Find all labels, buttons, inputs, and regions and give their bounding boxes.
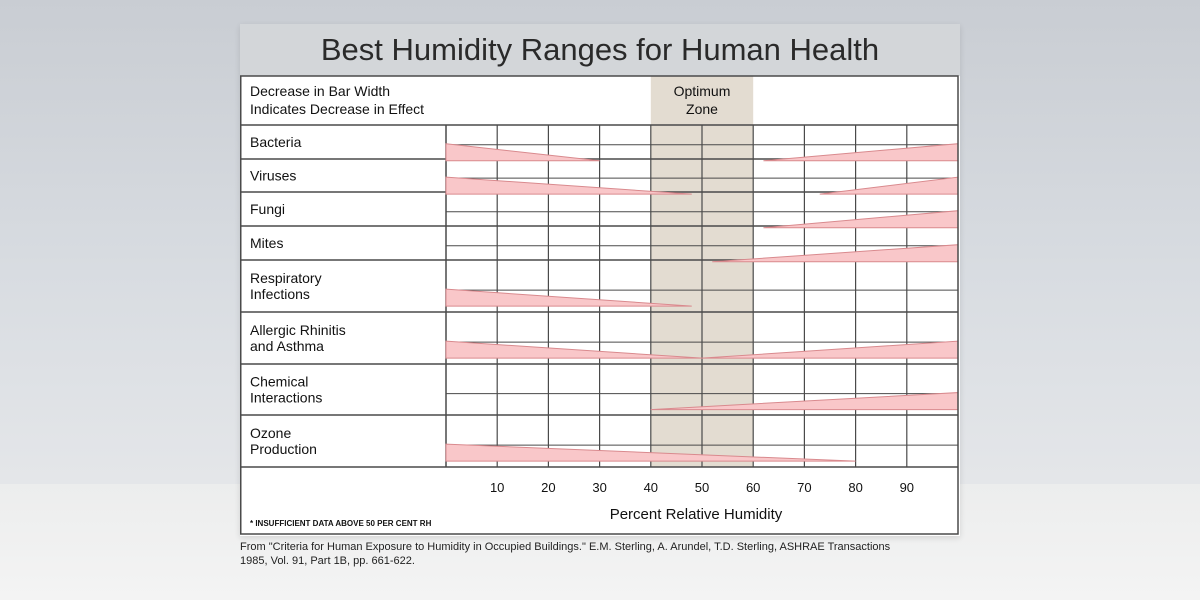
x-tick-label: 20	[541, 480, 555, 495]
category-label: Ozone	[250, 425, 291, 441]
effect-bar-high	[763, 143, 959, 162]
x-tick-label: 10	[490, 480, 504, 495]
footnote: * INSUFFICIENT DATA ABOVE 50 PER CENT RH	[250, 519, 432, 528]
effect-bar-low	[445, 143, 600, 162]
chart-frame	[240, 75, 959, 535]
x-tick-label: 80	[848, 480, 862, 495]
x-tick-label: 40	[644, 480, 658, 495]
source-citation: From "Criteria for Human Exposure to Hum…	[240, 540, 960, 568]
category-label: Infections	[250, 286, 310, 302]
effect-bar-high	[819, 176, 959, 195]
category-label: Allergic Rhinitis	[250, 322, 346, 338]
source-line-2: 1985, Vol. 91, Part 1B, pp. 661-622.	[240, 555, 415, 567]
effect-bar-low	[445, 340, 703, 359]
effect-bar-low	[445, 288, 692, 307]
category-label: and Asthma	[250, 338, 324, 354]
optimum-zone-label: Optimum	[674, 83, 731, 99]
category-label: Chemical	[250, 374, 308, 390]
category-label: Bacteria	[250, 134, 302, 150]
effect-bar-high	[763, 210, 959, 229]
x-axis-label: Percent Relative Humidity	[610, 506, 783, 523]
source-line-1: From "Criteria for Human Exposure to Hum…	[240, 541, 891, 553]
category-label: Respiratory	[250, 270, 322, 286]
humidity-chart: Bacteria Viruses Fungi Mites RespiratoryInfe…	[240, 75, 959, 535]
x-tick-label: 70	[797, 480, 811, 495]
x-tick-label: 60	[746, 480, 760, 495]
category-label: Viruses	[250, 168, 296, 184]
chart-card: Best Humidity Ranges for Human Health Ba…	[240, 24, 960, 536]
x-tick-label: 90	[900, 480, 914, 495]
category-label: Fungi	[250, 201, 285, 217]
x-tick-label: 50	[695, 480, 709, 495]
legend-note-line: Indicates Decrease in Effect	[250, 101, 424, 117]
legend-note-line: Decrease in Bar Width	[250, 83, 390, 99]
optimum-zone-label: Zone	[686, 101, 718, 117]
effect-bar-low	[445, 176, 692, 195]
chart-title: Best Humidity Ranges for Human Health	[240, 24, 960, 76]
effect-bar-low	[445, 443, 856, 462]
category-label: Mites	[250, 235, 283, 251]
x-tick-label: 30	[592, 480, 606, 495]
category-label: Interactions	[250, 390, 322, 406]
category-label: Production	[250, 441, 317, 457]
